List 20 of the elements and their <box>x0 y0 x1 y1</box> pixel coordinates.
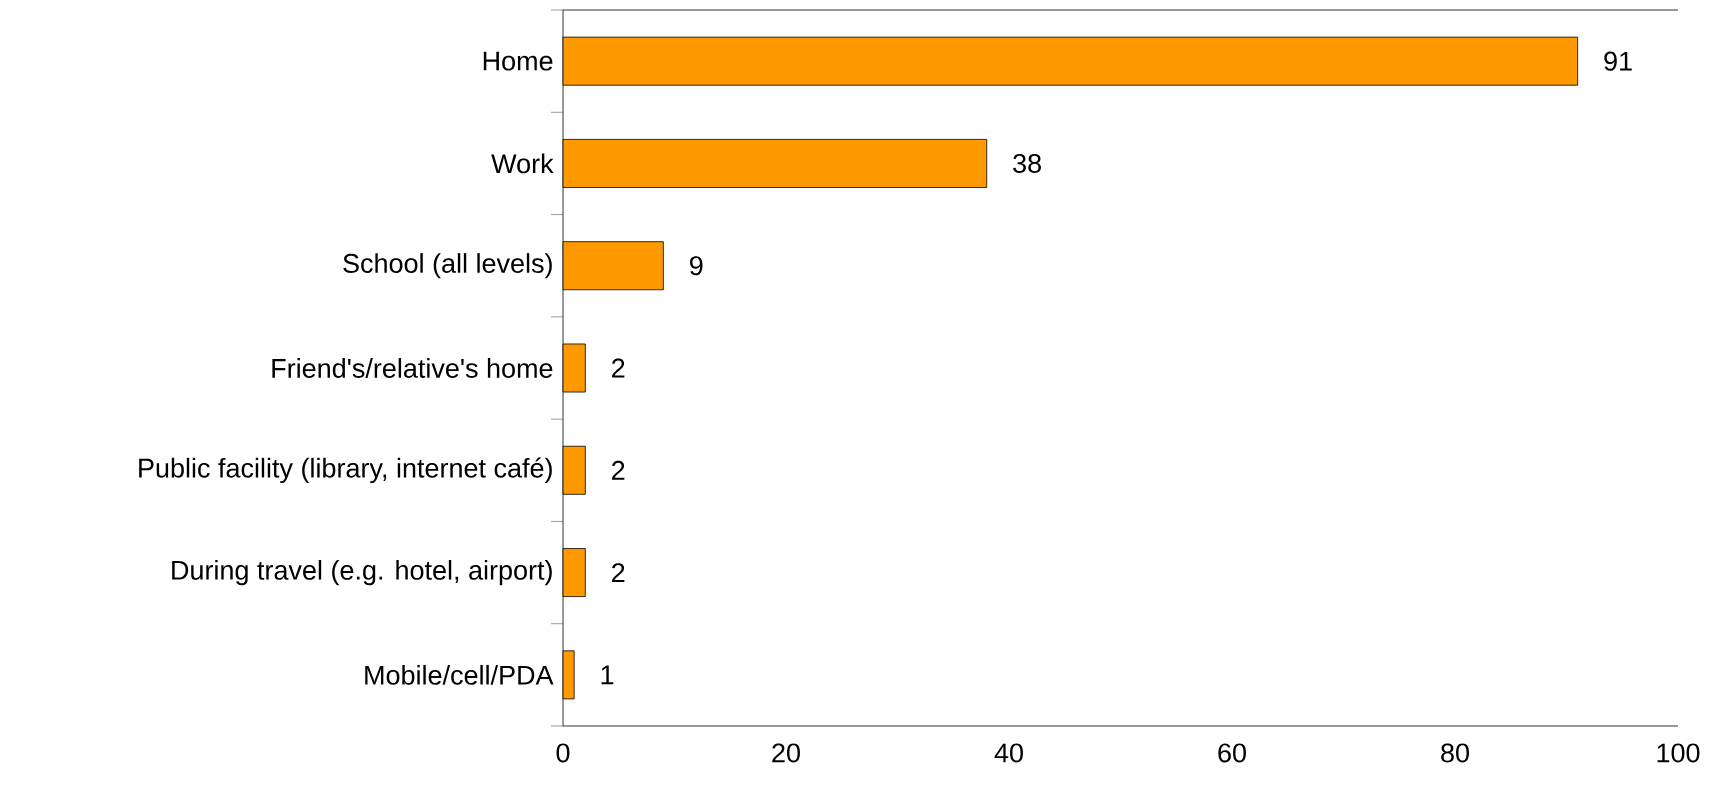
data-label: 2 <box>612 358 625 378</box>
y-tick-label: School (all levels) <box>343 253 552 279</box>
x-tick-label: 0 <box>556 743 570 763</box>
data-label: 9 <box>690 256 703 276</box>
y-tick-label: Home <box>483 51 553 71</box>
y-tick-label: During travel (e.g. hotel, airport) <box>172 559 552 586</box>
y-tick-label: Public facility (library, internet café) <box>139 457 552 484</box>
data-label: 91 <box>1604 51 1632 71</box>
y-tick-label: Work <box>491 153 554 174</box>
y-tick-label: Mobile/cell/PDA <box>365 664 554 685</box>
data-label: 2 <box>612 563 625 582</box>
data-label: 38 <box>1013 153 1041 173</box>
x-tick-label: 100 <box>1657 743 1700 763</box>
x-tick-label: 80 <box>1441 743 1469 763</box>
data-label: 1 <box>601 665 614 685</box>
x-tick-label: 60 <box>1218 743 1246 763</box>
y-tick-label: Friend's/relative's home <box>272 358 553 378</box>
x-tick-label: 40 <box>994 743 1023 763</box>
x-tick-label: 20 <box>772 743 800 763</box>
data-label: 2 <box>612 460 625 480</box>
